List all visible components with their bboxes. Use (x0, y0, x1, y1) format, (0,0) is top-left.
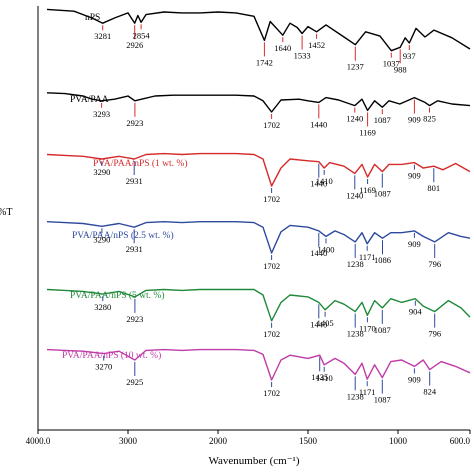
peak-label: 3281 (94, 31, 111, 41)
peak-label: 825 (423, 114, 436, 124)
peak-label: 1240 (346, 114, 363, 124)
peak-label: 1702 (263, 261, 280, 271)
peak-label: 904 (409, 307, 423, 317)
peak-label: 824 (423, 387, 437, 397)
peak-label: 1169 (359, 127, 376, 137)
peak-label: 2923 (126, 314, 143, 324)
series-layer: nPS PVA/PAA PVA/PAA/nPS (1 wt. %) PVA/PAA/n… (46, 8, 471, 381)
peak-label: 1087 (374, 395, 391, 405)
peak-label: 3290 (93, 167, 110, 177)
peak-label: 1037 (383, 59, 400, 69)
peak-label: 1410 (316, 373, 333, 383)
peak-label: 1238 (347, 259, 364, 269)
peak-label: 1170 (359, 323, 376, 333)
x-tick-label: 600.0 (450, 436, 471, 446)
series-label-2: PVA/PAA (70, 95, 109, 105)
series-label-4: PVA/PAA/nPS (2.5 wt. %) (72, 230, 174, 241)
peak-label: 2925 (126, 377, 143, 387)
peak-label: 909 (408, 115, 421, 125)
peak-label: 2931 (126, 244, 143, 254)
peak-label: 1440 (310, 248, 327, 258)
series-line-3 (46, 152, 471, 187)
peak-label: 1702 (263, 194, 280, 204)
peak-label: 1702 (263, 388, 280, 398)
series-line-1 (46, 8, 471, 52)
peak-label: 1742 (256, 57, 273, 67)
y-axis-title: %T (0, 207, 12, 218)
peak-label: 3280 (94, 302, 111, 312)
peak-label: 1440 (310, 319, 327, 329)
peak-label: 909 (408, 374, 421, 384)
peak-label: 2923 (126, 118, 143, 128)
peak-label: 1440 (310, 119, 327, 129)
peak-label: 1087 (374, 115, 391, 125)
peak-label: 1640 (274, 43, 291, 53)
peak-label: 1240 (346, 190, 363, 200)
peak-label: 937 (403, 51, 416, 61)
peak-label: 988 (394, 64, 407, 74)
x-tick-label: 4000.0 (26, 436, 51, 446)
peak-label: 909 (408, 239, 421, 249)
peak-label: 1452 (308, 40, 325, 50)
peak-label: 1238 (347, 329, 364, 339)
peak-label: 1410 (316, 176, 333, 186)
series-line-5 (46, 288, 471, 322)
peak-label: 1171 (359, 387, 376, 397)
peak-label: 1435 (311, 372, 328, 382)
x-tick-label: 3000 (119, 436, 138, 446)
peak-label: 1237 (347, 62, 364, 72)
series-label-6: PVA/PAA/nPS (10 wt. %) (62, 350, 161, 361)
peak-label: 1087 (374, 189, 391, 199)
peak-label: 801 (427, 183, 440, 193)
peak-label: 1087 (374, 325, 391, 335)
x-axis-title: Wavenumber (cm⁻¹) (209, 455, 300, 467)
peak-label: 3290 (93, 234, 110, 244)
peak-label: 796 (428, 259, 441, 269)
peak-label: 3293 (93, 109, 110, 119)
peak-label: 1169 (359, 185, 376, 195)
peak-label: 1702 (263, 120, 280, 130)
peak-label: 2926 (126, 40, 143, 50)
peak-label: 1171 (359, 252, 376, 262)
peak-label: 796 (428, 329, 441, 339)
peak-label: 1533 (294, 51, 311, 61)
peak-label: 909 (408, 171, 421, 181)
peak-label: 1405 (317, 318, 334, 328)
peak-label: 1086 (374, 255, 391, 265)
x-tick-label: 2000 (209, 436, 228, 446)
series-label-3: PVA/PAA/nPS (1 wt. %) (93, 158, 188, 169)
peak-label: 3270 (95, 362, 112, 372)
series-label-5: PVA/PAA/nPS (5 wt. %) (70, 290, 165, 301)
peak-label: 1400 (318, 244, 335, 254)
peak-label: 1440 (310, 179, 327, 189)
series-line-2 (46, 92, 471, 113)
peak-label: 1702 (263, 329, 280, 339)
series-line-6 (46, 348, 471, 381)
x-tick-label: 1500 (299, 436, 318, 446)
peak-label: 2931 (126, 176, 143, 186)
peak-label: 1238 (347, 391, 364, 401)
series-label-1: nPS (85, 13, 100, 23)
series-line-4 (46, 221, 471, 254)
x-tick-label: 1000 (389, 436, 408, 446)
peak-label: 2854 (133, 30, 151, 40)
x-axis: 4000.0 3000 2000 1500 1000 600.0 (26, 6, 471, 446)
